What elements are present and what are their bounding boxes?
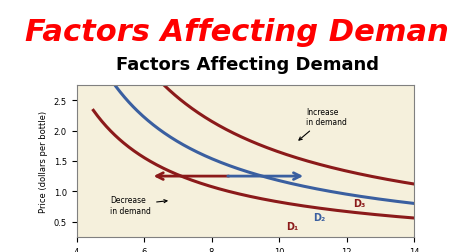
Text: Decrease
in demand: Decrease in demand xyxy=(110,195,167,215)
Text: Factors Affecting Demand: Factors Affecting Demand xyxy=(116,55,379,73)
Text: Increase
in demand: Increase in demand xyxy=(299,108,347,141)
Text: D₁: D₁ xyxy=(286,221,298,231)
Text: D₂: D₂ xyxy=(313,213,325,223)
Text: Factors Affecting Demand: Factors Affecting Demand xyxy=(25,18,450,47)
Text: D₃: D₃ xyxy=(353,199,365,209)
Y-axis label: Price (dollars per bottle): Price (dollars per bottle) xyxy=(39,110,48,212)
